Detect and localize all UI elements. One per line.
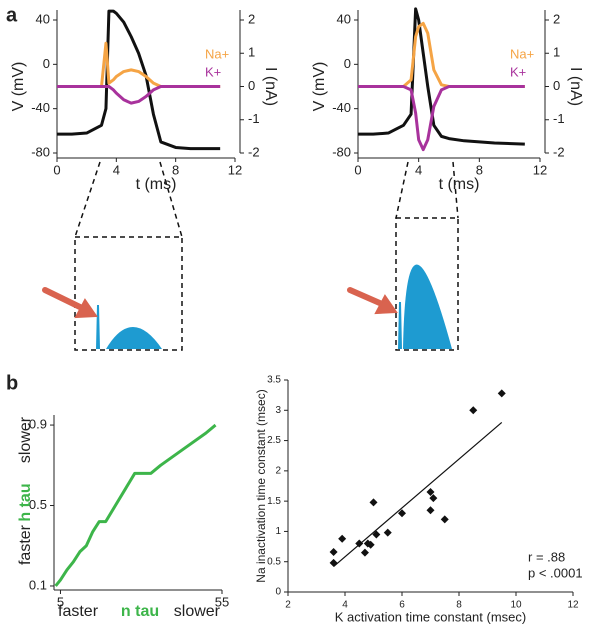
x-axis-label: n tau [121, 603, 159, 620]
y-tick-label: 2 [275, 465, 281, 476]
x-tick-label: 8 [476, 162, 483, 177]
y-tick-label: 0.1 [29, 577, 47, 592]
y2-tick-label: 2 [553, 11, 560, 26]
y-tick-label: 0.5 [29, 497, 47, 512]
y2-tick-label: 1 [248, 45, 255, 60]
point [426, 488, 435, 497]
point [469, 406, 478, 415]
annotation: r = .88 [528, 549, 565, 564]
y2-tick-label: -1 [248, 111, 260, 126]
y-tick-label: -80 [31, 144, 50, 159]
point [360, 548, 369, 557]
x-tick-label: 2 [285, 600, 291, 611]
legend-entry: Na+ [205, 46, 229, 61]
legend-entry: K+ [510, 64, 526, 79]
zoom-insets [74, 161, 459, 351]
y2-tick-label: -2 [553, 144, 565, 159]
y-tick-label: 0 [43, 56, 50, 71]
y-axis-label: V (mV) [311, 62, 328, 112]
x-tick-label: 5 [57, 594, 64, 609]
x-tick-label: 0 [354, 162, 361, 177]
fit-line [333, 421, 503, 568]
y-axis-label: Na inactivation time constant (msec) [254, 389, 268, 582]
y-tick-label: 3 [275, 405, 281, 416]
point [329, 548, 338, 557]
x-tick-label: 0 [53, 162, 60, 177]
legend-entry: Na+ [510, 46, 534, 61]
point [440, 515, 449, 524]
y-tick-label: 1 [275, 526, 281, 537]
point [497, 389, 506, 398]
series-line [54, 423, 217, 587]
y2-tick-label: 1 [553, 45, 560, 60]
y-tick-label: -80 [332, 144, 351, 159]
x-tick-label: 12 [228, 162, 242, 177]
y-tick-label: 3.5 [267, 375, 281, 386]
point [383, 528, 392, 537]
point [429, 494, 438, 503]
arrows [42, 287, 398, 319]
panel-label: a [6, 4, 18, 26]
series-line [358, 85, 525, 152]
y-low-label: faster [17, 524, 34, 565]
point [372, 530, 381, 539]
annotation: p < .0001 [528, 565, 583, 580]
y-tick-label: 2.5 [267, 435, 281, 446]
y-tick-label: -40 [31, 100, 50, 115]
series-line [358, 21, 525, 88]
x-axis-label: t (ms) [439, 176, 480, 193]
point [426, 506, 435, 515]
x-tick-label: 12 [567, 600, 579, 611]
y-axis-label: h tau [17, 483, 34, 521]
series-line [57, 9, 221, 151]
y-tick-label: -40 [332, 100, 351, 115]
y2-tick-label: -2 [248, 144, 260, 159]
y-tick-label: 40 [337, 11, 351, 26]
y-tick-label: 0.5 [267, 556, 281, 567]
point [366, 540, 375, 549]
y2-tick-label: -1 [553, 111, 565, 126]
x-tick-label: 55 [215, 594, 229, 609]
y-tick-label: 0 [275, 587, 281, 598]
y2-axis-label: I (nA) [262, 67, 279, 106]
x-axis-label: K activation time constant (msec) [335, 609, 526, 624]
y-tick-label: 1.5 [267, 496, 281, 507]
point [369, 498, 378, 507]
y-axis-label: V (mV) [10, 62, 27, 112]
series-line [57, 85, 221, 105]
y2-tick-label: 0 [553, 78, 560, 93]
x-tick-label: 8 [456, 600, 462, 611]
y-tick-label: 0 [344, 56, 351, 71]
point [398, 509, 406, 518]
y2-tick-label: 0 [248, 78, 255, 93]
legend-entry: K+ [205, 64, 221, 79]
x-tick-label: 10 [510, 600, 522, 611]
y2-tick-label: 2 [248, 11, 255, 26]
x-axis-label: t (ms) [136, 176, 177, 193]
point [329, 558, 338, 567]
y-tick-label: 0.9 [29, 416, 47, 431]
x-tick-label: 4 [415, 162, 422, 177]
x-tick-label: 4 [113, 162, 120, 177]
panel-label: b [6, 372, 18, 394]
inset-shapes [96, 264, 452, 349]
x-tick-label: 8 [172, 162, 179, 177]
x-tick-label: 6 [399, 600, 405, 611]
point [338, 534, 347, 543]
x-tick-label: 4 [342, 600, 348, 611]
x-low-label: faster [58, 603, 99, 620]
y-high-label: slower [17, 416, 34, 463]
x-high-label: slower [174, 603, 221, 620]
y2-axis-label: I (nA) [567, 67, 584, 106]
y-tick-label: 40 [36, 11, 50, 26]
x-tick-label: 12 [533, 162, 547, 177]
series-line [358, 7, 525, 146]
